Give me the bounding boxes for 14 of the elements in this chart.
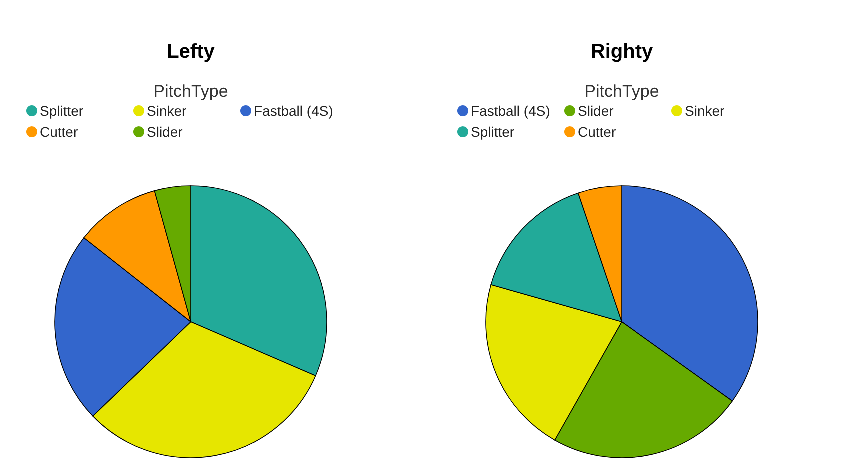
legend-label: Sinker [147,103,188,119]
legend-label: Splitter [40,103,84,119]
legend-label: Cutter [578,124,616,140]
legend-label: Fastball (4S) [471,103,550,119]
chart-title: Righty [590,41,654,63]
legend-label: Slider [578,103,614,119]
legend-label: Splitter [471,124,515,140]
legend-label: Slider [147,124,184,140]
chart-title: Lefty [167,41,216,63]
legend-label: Fastball (4S) [254,103,334,119]
legend-label: Cutter [40,124,78,140]
legend-label: Sinker [685,103,726,119]
legend-title: PitchType [584,82,660,101]
legend-title: PitchType [154,82,228,101]
